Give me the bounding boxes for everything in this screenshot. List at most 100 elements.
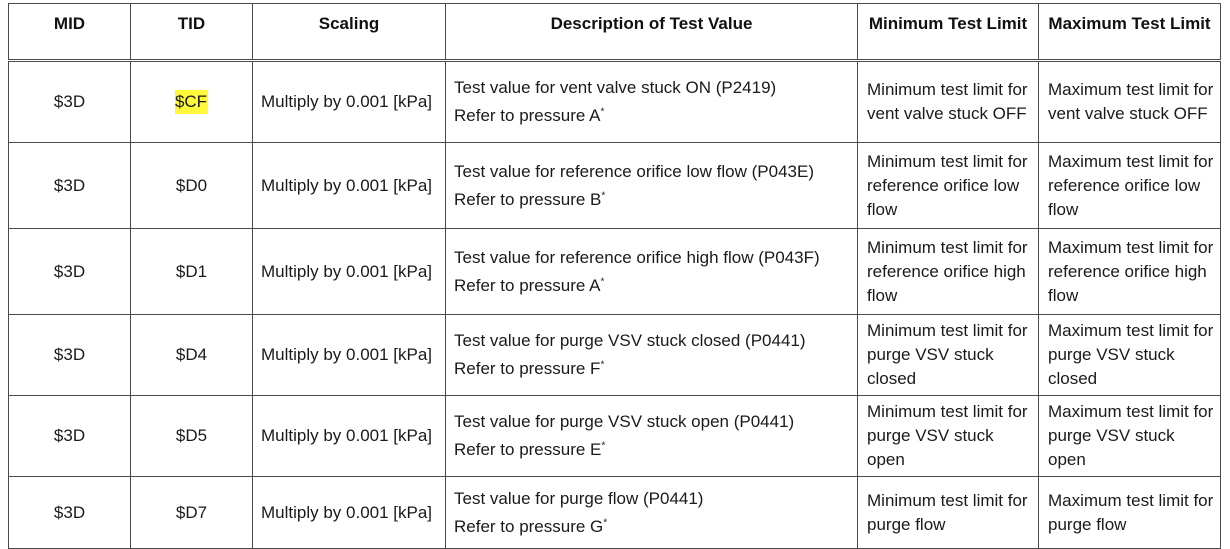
min-limit-value: Minimum test limit for reference orifice… (867, 237, 1028, 305)
cell-max-limit: Maximum test limit for purge VSV stuck o… (1038, 395, 1221, 477)
table-row: $3D $CF Multiply by 0.001 [kPa] Test value … (8, 60, 1221, 143)
min-limit-value: Minimum test limit for reference orifice… (867, 151, 1028, 219)
cell-tid: $D7 (130, 476, 253, 549)
cell-mid: $3D (8, 228, 131, 315)
cell-mid: $3D (8, 142, 131, 229)
max-limit-value: Maximum test limit for reference orifice… (1048, 237, 1214, 305)
table-body: $3D $CF Multiply by 0.001 [kPa] Test value … (8, 60, 1221, 549)
cell-scaling: Multiply by 0.001 [kPa] (252, 476, 446, 549)
scaling-value: Multiply by 0.001 [kPa] (261, 175, 433, 195)
refer-footnote-mark: * (600, 359, 605, 371)
refer-label: Refer to pressure G (454, 516, 604, 536)
cell-min-limit: Minimum test limit for purge VSV stuck o… (857, 395, 1039, 477)
cell-scaling: Multiply by 0.001 [kPa] (252, 228, 446, 315)
max-limit-value: Maximum test limit for purge VSV stuck o… (1048, 402, 1214, 469)
cell-min-limit: Minimum test limit for purge VSV stuck c… (857, 314, 1039, 396)
cell-tid: $D5 (130, 395, 253, 477)
description-text: Test value for vent valve stuck ON (P241… (454, 78, 777, 97)
cell-max-limit: Maximum test limit for reference orifice… (1038, 228, 1221, 315)
cell-min-limit: Minimum test limit for vent valve stuck … (857, 60, 1039, 143)
table-row: $3D $D5 Multiply by 0.001 [kPa] Test value … (8, 395, 1221, 477)
scaling-value: Multiply by 0.001 [kPa] (261, 426, 433, 445)
table-row: $3D $D7 Multiply by 0.001 [kPa] Test value … (8, 476, 1221, 549)
refer-label: Refer to pressure F (454, 359, 601, 378)
test-value-table-container: MID TID Scaling Description of Test Valu… (8, 3, 1221, 549)
cell-max-limit: Maximum test limit for purge VSV stuck c… (1038, 314, 1221, 396)
cell-max-limit: Maximum test limit for vent valve stuck … (1038, 60, 1221, 143)
cell-tid: $D1 (130, 228, 253, 315)
description-text: Test value for purge VSV stuck open (P04… (454, 412, 795, 431)
tid-value: $D1 (175, 261, 208, 281)
cell-mid: $3D (8, 60, 131, 143)
refer-text: Refer to pressure A* (454, 274, 851, 298)
cell-mid: $3D (8, 314, 131, 396)
refer-footnote-mark: * (601, 440, 606, 452)
refer-text: Refer to pressure E* (454, 438, 851, 462)
refer-label: Refer to pressure B (454, 189, 602, 209)
refer-footnote-mark: * (601, 189, 606, 201)
refer-text: Refer to pressure B* (454, 188, 851, 212)
mid-value: $3D (53, 426, 86, 445)
scaling-value: Multiply by 0.001 [kPa] (261, 345, 433, 364)
cell-scaling: Multiply by 0.001 [kPa] (252, 314, 446, 396)
tid-value: $D4 (175, 345, 208, 364)
table-row: $3D $D4 Multiply by 0.001 [kPa] Test value … (8, 314, 1221, 396)
cell-min-limit: Minimum test limit for reference orifice… (857, 142, 1039, 229)
header-scaling: Scaling (252, 3, 446, 62)
cell-max-limit: Maximum test limit for purge flow (1038, 476, 1221, 549)
cell-description: Test value for purge VSV stuck closed (P… (445, 314, 858, 396)
refer-text: Refer to pressure G* (454, 515, 851, 539)
table-row: $3D $D1 Multiply by 0.001 [kPa] Test value … (8, 228, 1221, 315)
min-limit-value: Minimum test limit for purge VSV stuck o… (867, 402, 1028, 469)
table-header-row: MID TID Scaling Description of Test Valu… (8, 3, 1221, 62)
max-limit-value: Maximum test limit for reference orifice… (1048, 151, 1214, 219)
cell-min-limit: Minimum test limit for purge flow (857, 476, 1039, 549)
scaling-value: Multiply by 0.001 [kPa] (261, 502, 433, 522)
cell-tid: $CF (130, 60, 253, 143)
scaling-value: Multiply by 0.001 [kPa] (261, 261, 433, 281)
refer-label: Refer to pressure E (454, 440, 602, 459)
tid-value: $D5 (175, 426, 208, 445)
cell-mid: $3D (8, 476, 131, 549)
min-limit-value: Minimum test limit for purge VSV stuck c… (867, 321, 1028, 388)
header-max-limit: Maximum Test Limit (1038, 3, 1221, 62)
table-row: $3D $D0 Multiply by 0.001 [kPa] Test value … (8, 142, 1221, 229)
cell-min-limit: Minimum test limit for reference orifice… (857, 228, 1039, 315)
max-limit-value: Maximum test limit for vent valve stuck … (1048, 80, 1214, 123)
cell-scaling: Multiply by 0.001 [kPa] (252, 142, 446, 229)
cell-mid: $3D (8, 395, 131, 477)
min-limit-value: Minimum test limit for purge flow (867, 490, 1028, 534)
refer-text: Refer to pressure A* (454, 104, 851, 128)
refer-text: Refer to pressure F* (454, 357, 851, 381)
mid-value: $3D (53, 345, 86, 364)
refer-label: Refer to pressure A (454, 275, 601, 295)
scaling-value: Multiply by 0.001 [kPa] (261, 92, 433, 111)
refer-footnote-mark: * (600, 106, 605, 118)
mid-value: $3D (53, 502, 86, 522)
mid-value: $3D (53, 92, 86, 111)
cell-description: Test value for reference orifice low flo… (445, 142, 858, 229)
header-description: Description of Test Value (445, 3, 858, 62)
min-limit-value: Minimum test limit for vent valve stuck … (867, 80, 1028, 123)
header-tid: TID (130, 3, 253, 62)
mid-value: $3D (53, 261, 86, 281)
cell-scaling: Multiply by 0.001 [kPa] (252, 60, 446, 143)
mid-value: $3D (53, 175, 86, 195)
cell-description: Test value for purge VSV stuck open (P04… (445, 395, 858, 477)
cell-description: Test value for reference orifice high fl… (445, 228, 858, 315)
refer-footnote-mark: * (603, 516, 608, 528)
max-limit-value: Maximum test limit for purge flow (1048, 490, 1214, 534)
cell-scaling: Multiply by 0.001 [kPa] (252, 395, 446, 477)
tid-value: $CF (174, 90, 209, 114)
refer-label: Refer to pressure A (454, 106, 601, 125)
cell-tid: $D4 (130, 314, 253, 396)
max-limit-value: Maximum test limit for purge VSV stuck c… (1048, 321, 1214, 388)
tid-value: $D7 (175, 502, 208, 522)
cell-description: Test value for purge flow (P0441) Refer t… (445, 476, 858, 549)
header-min-limit: Minimum Test Limit (857, 3, 1039, 62)
tid-value: $D0 (175, 175, 208, 195)
cell-tid: $D0 (130, 142, 253, 229)
cell-description: Test value for vent valve stuck ON (P241… (445, 60, 858, 143)
header-mid: MID (8, 3, 131, 62)
description-text: Test value for purge flow (P0441) (454, 488, 704, 508)
